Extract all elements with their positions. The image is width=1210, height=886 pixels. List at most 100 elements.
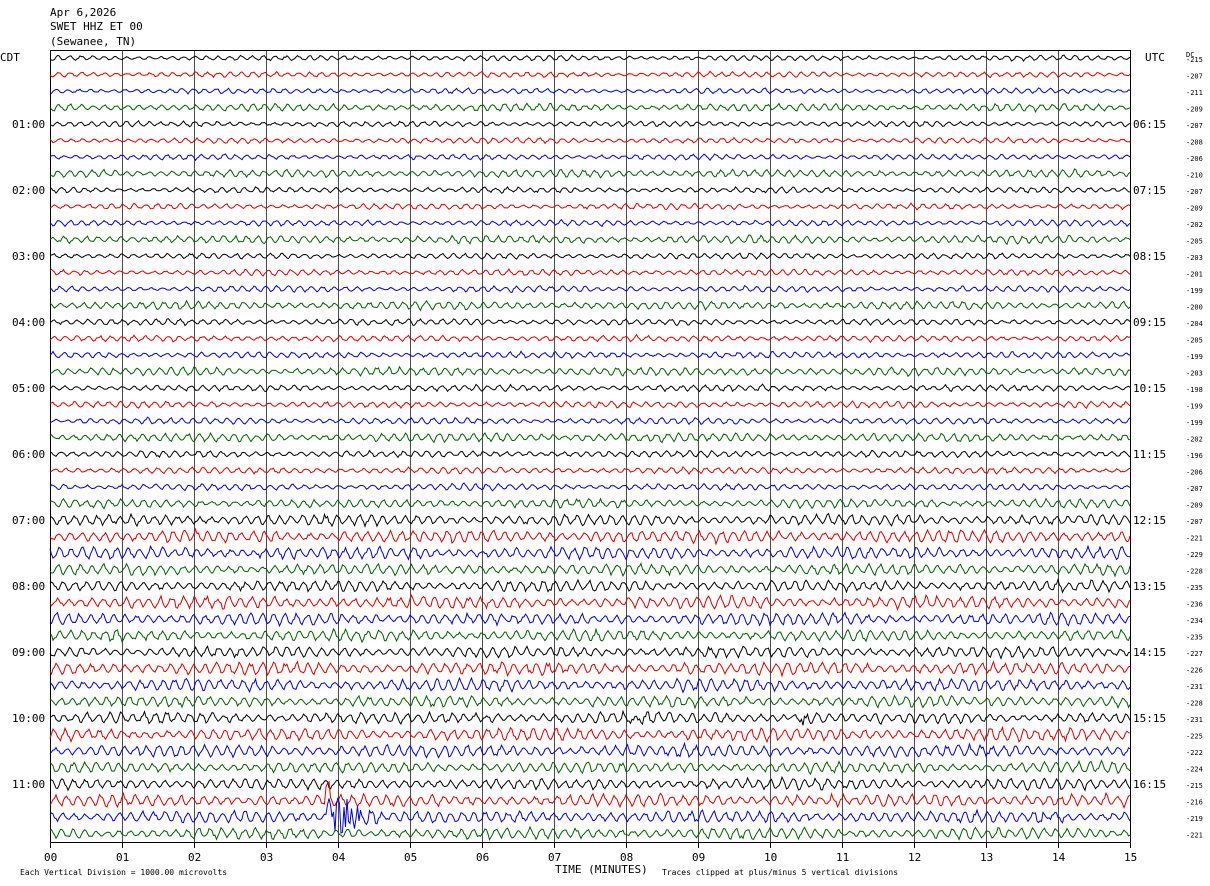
dc-offset-label: -199 <box>1186 419 1203 427</box>
seismic-trace <box>49 136 1130 145</box>
x-tick-label: 08 <box>620 851 633 864</box>
chart-station: SWET HHZ ET 00 <box>50 20 143 33</box>
seismic-trace <box>49 645 1131 660</box>
dc-offset-label: -224 <box>1186 766 1203 774</box>
scale-note: Each Vertical Division = 1000.00 microvo… <box>20 868 227 877</box>
seismic-trace <box>49 709 1131 726</box>
dc-offset-label: -207 <box>1186 188 1203 196</box>
dc-offset-label: -201 <box>1186 271 1203 279</box>
minute-gridlines <box>122 51 1059 842</box>
right-timezone-label: UTC <box>1145 51 1165 64</box>
dc-offset-label: -227 <box>1186 650 1203 658</box>
seismic-trace <box>49 234 1131 246</box>
seismic-trace <box>49 299 1131 312</box>
dc-header-label: DC <box>1186 51 1194 59</box>
right-hour-label: 16:15 <box>1133 778 1166 791</box>
right-hour-label: 07:15 <box>1133 184 1166 197</box>
chart-date: Apr 6,2026 <box>50 6 116 19</box>
dc-offset-label: -225 <box>1186 733 1203 741</box>
seismic-trace <box>49 527 1131 546</box>
dc-offset-label: -215 <box>1186 782 1203 790</box>
seismic-trace <box>49 365 1131 378</box>
x-tick-label: 09 <box>692 851 705 864</box>
seismic-trace <box>49 544 1131 562</box>
seismic-trace <box>49 512 1131 528</box>
seismic-trace <box>49 416 1131 426</box>
dc-offset-label: -228 <box>1186 568 1203 576</box>
seismic-trace <box>49 70 1131 79</box>
x-tick-label: 14 <box>1052 851 1066 864</box>
seismic-trace <box>49 660 1131 678</box>
seismic-trace <box>49 102 1131 113</box>
x-tick-label: 06 <box>476 851 489 864</box>
right-hour-labels: 06:15 07:15 08:15 09:15 10:15 11:15 12:15 13:15… <box>1133 118 1166 791</box>
right-hour-label: 15:15 <box>1133 712 1166 725</box>
x-axis-title: TIME (MINUTES) <box>555 863 648 876</box>
right-hour-label: 12:15 <box>1133 514 1166 527</box>
seismic-trace <box>49 562 1131 578</box>
dc-offset-label: -216 <box>1186 799 1203 807</box>
dc-offset-label: -196 <box>1186 452 1203 460</box>
dc-offset-label: -205 <box>1186 337 1203 345</box>
dc-offset-label: -207 <box>1186 518 1203 526</box>
seismic-trace <box>49 466 1131 475</box>
trace-group <box>49 54 1131 842</box>
seismic-trace <box>49 317 1131 327</box>
seismic-trace <box>49 482 1131 492</box>
dc-offset-label: -199 <box>1186 353 1203 361</box>
dc-offset-label: -202 <box>1186 221 1203 229</box>
x-tick-label: 00 <box>44 851 57 864</box>
seismic-trace <box>49 252 1131 261</box>
seismic-trace <box>49 759 1131 776</box>
seismic-trace <box>49 87 1131 95</box>
left-hour-label: 08:00 <box>12 580 45 593</box>
dc-offset-label: -234 <box>1186 617 1203 625</box>
dc-offset-label: -200 <box>1186 304 1203 312</box>
x-tick-label: 05 <box>404 851 417 864</box>
x-axis-ticks: 00 01 02 03 04 05 06 07 08 09 10 11 12 13 14 15 <box>44 842 1137 864</box>
dc-offset-label: -209 <box>1186 502 1203 510</box>
left-hour-label: 10:00 <box>12 712 45 725</box>
seismic-trace <box>49 431 1131 444</box>
right-hour-label: 06:15 <box>1133 118 1166 131</box>
seismic-trace <box>49 350 1131 360</box>
left-hour-label: 02:00 <box>12 184 45 197</box>
left-hour-labels: 01:00 02:00 03:00 04:00 05:00 06:00 07:00 08:00… <box>12 118 45 791</box>
dc-offset-label: -206 <box>1186 155 1203 163</box>
dc-offset-label: -210 <box>1186 172 1203 180</box>
seismic-trace <box>49 627 1131 644</box>
dc-offset-label: -219 <box>1186 815 1203 823</box>
seismic-trace <box>49 780 1131 809</box>
seismic-trace <box>49 593 1131 611</box>
dc-offset-label: -198 <box>1186 386 1203 394</box>
left-hour-label: 11:00 <box>12 778 45 791</box>
chart-location: (Sewanee, TN) <box>50 35 136 48</box>
dc-offset-label: -229 <box>1186 551 1203 559</box>
x-tick-label: 04 <box>332 851 346 864</box>
seismic-trace <box>49 284 1131 294</box>
dc-offset-label: -208 <box>1186 139 1203 147</box>
right-hour-label: 09:15 <box>1133 316 1166 329</box>
seismic-trace <box>49 153 1131 162</box>
seismic-trace <box>49 497 1131 510</box>
seismic-trace <box>49 218 1131 228</box>
x-tick-label: 07 <box>548 851 561 864</box>
seismic-trace <box>49 741 1131 759</box>
dc-offset-label: -221 <box>1186 535 1203 543</box>
right-hour-label: 10:15 <box>1133 382 1166 395</box>
dc-offset-label: -236 <box>1186 601 1203 609</box>
dc-offset-label: -231 <box>1186 716 1203 724</box>
x-tick-label: 01 <box>116 851 129 864</box>
seismic-trace <box>49 268 1131 277</box>
seismic-trace <box>49 611 1131 628</box>
right-hour-label: 13:15 <box>1133 580 1166 593</box>
left-hour-label: 05:00 <box>12 382 45 395</box>
seismic-trace <box>49 797 1131 834</box>
clip-note: Traces clipped at plus/minus 5 vertical … <box>662 868 898 877</box>
plot-frame <box>50 50 1131 843</box>
dc-offset-label: -226 <box>1186 667 1203 675</box>
seismic-trace <box>49 449 1131 459</box>
dc-offset-label: -222 <box>1186 749 1203 757</box>
dc-offset-label: -209 <box>1186 106 1203 114</box>
x-tick-label: 15 <box>1124 851 1137 864</box>
